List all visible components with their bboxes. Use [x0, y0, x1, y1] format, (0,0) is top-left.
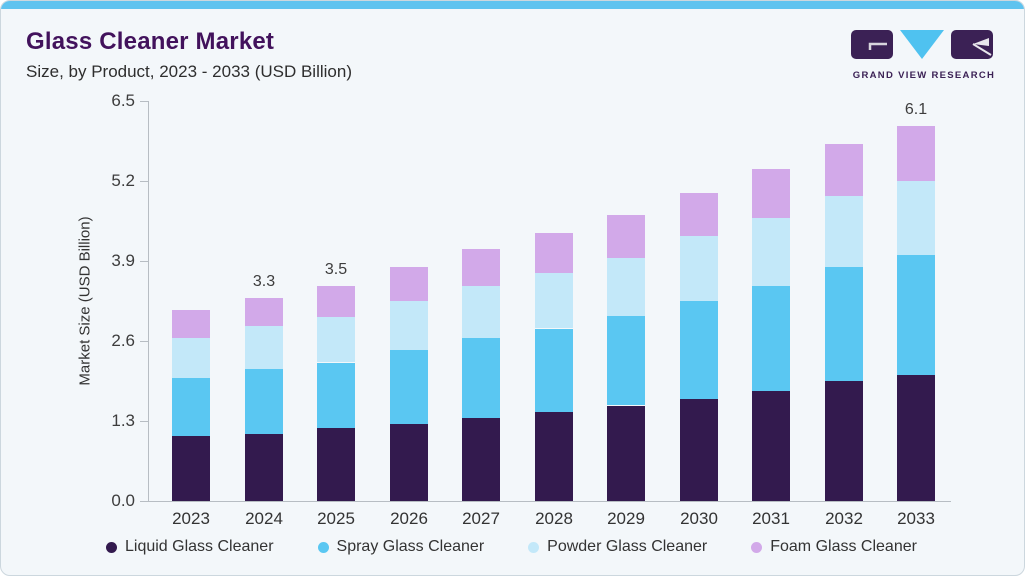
legend-dot-liquid-glass-cleaner — [106, 541, 117, 553]
bar-2024-powder-glass-cleaner-segment — [245, 326, 283, 369]
chart-subtitle: Size, by Product, 2023 - 2033 (USD Billi… — [26, 62, 352, 81]
legend-item-foam-glass-cleaner: Foam Glass Cleaner — [751, 538, 917, 556]
legend-label: Powder Glass Cleaner — [547, 538, 708, 555]
y-tick-label: 3.9 — [111, 251, 135, 270]
chart-header: Glass Cleaner Market Size, by Product, 2… — [26, 27, 352, 83]
bar-2024-foam-glass-cleaner-segment — [245, 298, 283, 326]
bar-2026-foam-glass-cleaner-segment — [390, 267, 428, 301]
page-title: Glass Cleaner Market — [26, 28, 275, 55]
bar-2025-spray-glass-cleaner-segment — [317, 363, 355, 428]
bar-2030-powder-glass-cleaner-segment — [680, 236, 718, 301]
brand-logo: GRAND VIEW RESEARCH — [849, 28, 999, 81]
bar-2030-spray-glass-cleaner-segment — [680, 301, 718, 399]
bar-2029-foam-glass-cleaner-segment — [607, 215, 645, 258]
x-tick-label-2031: 2031 — [752, 509, 790, 528]
x-tick-label-2026: 2026 — [390, 509, 428, 528]
x-tick-label-2023: 2023 — [172, 509, 210, 528]
y-axis-tick — [140, 421, 149, 422]
bar-2024-liquid-glass-cleaner-segment — [245, 433, 283, 501]
bar-2032-powder-glass-cleaner-segment — [825, 196, 863, 267]
y-axis-tick — [140, 261, 149, 262]
bar-2025-liquid-glass-cleaner-segment — [317, 427, 355, 501]
bar-2027-foam-glass-cleaner-segment — [462, 249, 500, 286]
legend-label: Liquid Glass Cleaner — [125, 538, 274, 555]
y-axis-tick — [140, 181, 149, 182]
bar-2033-powder-glass-cleaner-segment — [897, 181, 935, 255]
bar-2027-powder-glass-cleaner-segment — [462, 286, 500, 338]
bar-total-label-2025: 3.5 — [324, 261, 348, 278]
chart-legend: Liquid Glass Cleaner Spray Glass Cleaner P… — [106, 538, 917, 556]
bar-2031-spray-glass-cleaner-segment — [752, 286, 790, 391]
x-tick-label-2024: 2024 — [245, 509, 283, 528]
legend-item-liquid-glass-cleaner: Liquid Glass Cleaner — [106, 538, 274, 556]
bar-2027-liquid-glass-cleaner-segment — [462, 418, 500, 501]
legend-dot-powder-glass-cleaner — [528, 541, 540, 553]
bar-2026-liquid-glass-cleaner-segment — [390, 424, 428, 501]
y-axis-tick — [140, 341, 149, 342]
bar-2033-foam-glass-cleaner-segment — [897, 126, 935, 181]
bar-2025-foam-glass-cleaner-segment — [317, 286, 355, 317]
bar-2028-liquid-glass-cleaner-segment — [535, 412, 573, 501]
bar-2028-foam-glass-cleaner-segment — [535, 233, 573, 273]
bar-2030-liquid-glass-cleaner-segment — [680, 399, 718, 501]
legend-label: Foam Glass Cleaner — [770, 538, 917, 555]
y-axis-tick — [140, 501, 149, 502]
y-axis-title: Market Size (USD Billion) — [76, 216, 94, 386]
x-tick-label-2033: 2033 — [897, 509, 935, 528]
bar-2026-spray-glass-cleaner-segment — [390, 350, 428, 424]
x-tick-label-2028: 2028 — [535, 509, 573, 528]
bar-2030-foam-glass-cleaner-segment — [680, 193, 718, 236]
legend-dot-spray-glass-cleaner — [317, 541, 329, 553]
bar-total-label-2033: 6.1 — [904, 101, 928, 118]
bar-2032-liquid-glass-cleaner-segment — [825, 381, 863, 501]
legend-dot-foam-glass-cleaner — [751, 541, 763, 553]
x-tick-label-2025: 2025 — [317, 509, 355, 528]
bar-2023-foam-glass-cleaner-segment — [172, 310, 210, 338]
y-tick-label: 2.6 — [111, 331, 135, 350]
x-tick-label-2030: 2030 — [680, 509, 718, 528]
bar-2025-powder-glass-cleaner-segment — [317, 316, 355, 362]
bar-2032-spray-glass-cleaner-segment — [825, 267, 863, 381]
y-tick-label: 5.2 — [111, 171, 135, 190]
bar-2029-powder-glass-cleaner-segment — [607, 258, 645, 316]
bar-2024-spray-glass-cleaner-segment — [245, 369, 283, 434]
brand-name: GRAND VIEW RESEARCH — [852, 70, 996, 81]
x-tick-label-2029: 2029 — [607, 509, 645, 528]
bar-2029-liquid-glass-cleaner-segment — [607, 406, 645, 501]
x-tick-label-2032: 2032 — [825, 509, 863, 528]
bar-2027-spray-glass-cleaner-segment — [462, 338, 500, 418]
legend-label: Spray Glass Cleaner — [336, 538, 485, 555]
bar-2033-spray-glass-cleaner-segment — [897, 255, 935, 375]
bar-2023-spray-glass-cleaner-segment — [172, 378, 210, 436]
x-tick-label-2027: 2027 — [462, 509, 500, 528]
y-axis-line — [148, 101, 149, 502]
y-tick-label: 0.0 — [111, 491, 135, 510]
bar-2031-foam-glass-cleaner-segment — [752, 169, 790, 218]
bar-2032-foam-glass-cleaner-segment — [825, 144, 863, 196]
bar-2031-powder-glass-cleaner-segment — [752, 218, 790, 286]
legend-item-powder-glass-cleaner: Powder Glass Cleaner — [528, 538, 707, 556]
bar-2031-liquid-glass-cleaner-segment — [752, 390, 790, 501]
gvr-logo-icon — [851, 30, 993, 59]
y-tick-label: 1.3 — [111, 411, 135, 430]
bar-2028-powder-glass-cleaner-segment — [535, 273, 573, 328]
bar-total-label-2024: 3.3 — [252, 273, 276, 290]
x-axis-line — [149, 501, 951, 502]
y-tick-label: 6.5 — [111, 91, 135, 110]
bar-2023-liquid-glass-cleaner-segment — [172, 436, 210, 501]
legend-item-spray-glass-cleaner: Spray Glass Cleaner — [317, 538, 485, 556]
top-accent-bar — [1, 1, 1024, 9]
bar-2029-spray-glass-cleaner-segment — [607, 316, 645, 405]
bar-2033-liquid-glass-cleaner-segment — [897, 375, 935, 501]
bar-2026-powder-glass-cleaner-segment — [390, 301, 428, 350]
bar-2023-powder-glass-cleaner-segment — [172, 338, 210, 378]
y-axis-tick — [140, 101, 149, 102]
bar-2028-spray-glass-cleaner-segment — [535, 329, 573, 412]
